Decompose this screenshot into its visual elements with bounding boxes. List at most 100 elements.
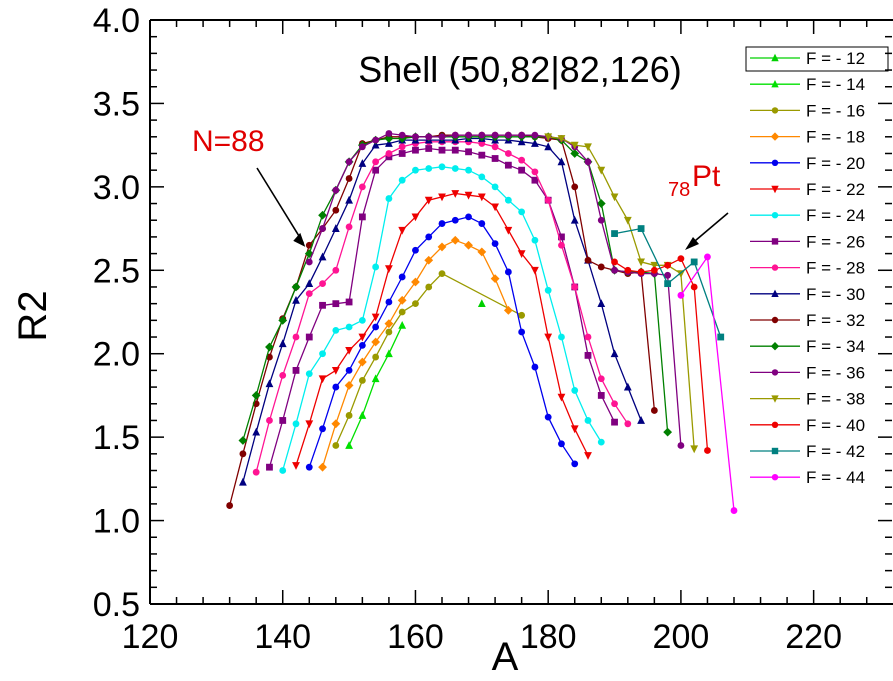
data-point [504,226,513,235]
y-tick-label: 3.0 [93,169,140,207]
data-point [358,316,366,324]
data-point [637,416,645,424]
data-point [557,393,566,402]
series-layer [226,130,738,514]
legend-item: F = - 32 [750,311,865,330]
annotation-arrowhead [293,232,306,247]
data-point [544,196,552,204]
data-point [518,131,526,139]
data-point [491,183,499,191]
data-point [478,220,486,227]
data-point [345,412,353,419]
y-tick-label: 1.5 [93,419,140,457]
legend-item: F = - 14 [750,75,865,94]
data-point [558,333,565,341]
series-7 [266,145,618,471]
data-point [278,315,288,325]
data-point [305,420,314,429]
data-point [531,266,539,275]
data-point [372,136,380,144]
data-point [319,280,326,288]
data-point [465,131,472,139]
data-point [690,258,698,266]
legend-item: F = - 44 [750,468,865,487]
data-point [332,300,340,308]
data-point [305,370,313,378]
data-point [771,238,779,245]
annotation-arrow [256,167,304,244]
data-point [558,241,565,249]
data-point [252,468,260,476]
series-line [308,132,682,446]
data-point [319,350,326,358]
legend-label: F = - 26 [806,232,865,251]
series-1 [345,320,407,449]
data-point [677,291,685,299]
data-point [570,141,579,150]
data-point [771,212,779,219]
data-point [771,447,779,455]
data-point [451,190,460,198]
data-point [664,280,672,288]
legend-label: F = - 16 [806,101,865,120]
series-4 [305,213,579,471]
data-point [438,270,446,278]
data-point [770,132,780,141]
y-tick-label: 2.0 [93,336,140,374]
data-point [771,159,779,166]
data-point [358,213,366,221]
data-point [597,375,605,383]
data-point [385,139,393,147]
axes-frame: 120 140 160 180 200 220 0.5 1.0 1.5 2.0 2.5 3.0 3.5 4… [93,2,893,656]
legend-item: F = - 16 [750,101,865,120]
data-point [251,391,261,400]
data-point [412,146,419,154]
legend-item: F = - 40 [750,416,865,435]
data-point [491,155,499,162]
data-point [531,139,539,147]
annotation-arrowhead [685,237,699,250]
data-point [332,206,340,214]
legend-item: F = - 42 [750,442,865,461]
data-point [425,145,433,152]
data-point [398,176,406,184]
annotation-pt: Pt [692,160,721,193]
data-point [690,283,698,291]
data-point [398,150,406,157]
data-point [584,158,592,166]
data-point [239,477,247,486]
data-point [624,420,632,428]
data-point [597,392,605,399]
series-11 [238,132,673,445]
data-point [477,299,486,308]
data-point [411,277,420,287]
annotations: N=88 78 Pt [192,125,729,250]
data-point [477,193,486,202]
data-point [345,175,353,182]
legend-item: F = - 36 [750,363,865,382]
data-point [491,131,499,139]
data-point [664,271,672,279]
data-point [425,233,433,241]
data-point [517,250,526,258]
data-point [398,131,406,139]
data-point [358,183,366,191]
data-point [637,225,645,232]
data-point [318,210,327,220]
legend-item: F = - 20 [750,154,865,173]
data-point [771,316,779,324]
series-5 [292,190,592,470]
data-point [531,168,539,176]
data-point [544,333,553,342]
data-point [331,367,340,375]
series-12 [305,130,685,449]
series-0 [477,299,486,308]
legend-label: F = - 18 [806,128,865,147]
data-point [239,450,247,458]
y-tick-label: 3.5 [93,85,140,123]
x-axis-title: A [492,635,519,679]
data-point [345,298,353,306]
data-point [531,363,539,371]
series-line [228,134,656,506]
data-point [384,319,394,329]
